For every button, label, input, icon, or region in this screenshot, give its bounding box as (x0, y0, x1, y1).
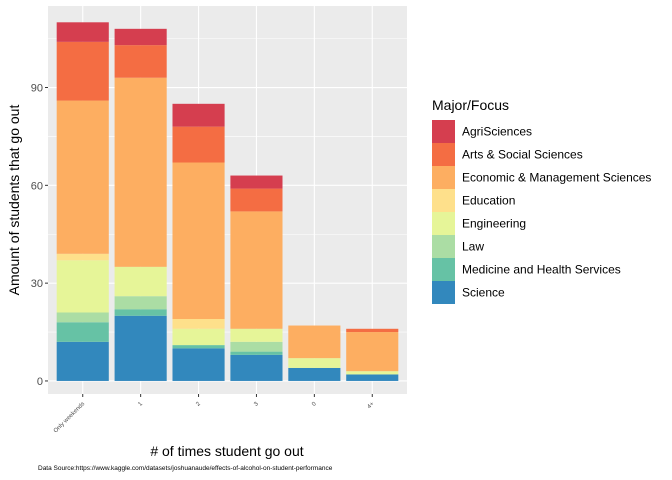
bar-segment (172, 319, 225, 329)
x-tick-label: 3 (253, 401, 260, 408)
bar-segment (114, 266, 167, 297)
y-axis-title: Amount of students that go out (6, 105, 22, 296)
y-tick-label: 90 (31, 83, 43, 95)
legend: Major/Focus AgriSciences Arts & Social Sc… (432, 97, 651, 304)
bar-segment (230, 211, 283, 329)
y-tick-label: 0 (37, 376, 43, 388)
bar-segment (172, 328, 225, 346)
bar-segment (114, 28, 167, 46)
legend-key (432, 235, 455, 258)
bar-segment (56, 322, 109, 342)
legend-key (432, 212, 455, 235)
bar-segment (288, 358, 341, 368)
bar-segment (56, 260, 109, 313)
bar-segment (114, 45, 167, 78)
bar-segment (230, 341, 283, 352)
x-tick-label: 1 (137, 401, 144, 408)
y-axis: 0 30 60 90 (31, 83, 48, 388)
bar-segment (56, 341, 109, 381)
legend-label: Law (462, 240, 484, 254)
x-tick-label: Only weekends (53, 401, 86, 434)
bar-segment (114, 315, 167, 381)
x-axis: Only weekends 1 2 3 0 4+ (53, 394, 376, 434)
bar-segment (288, 325, 341, 359)
bar-segment (172, 348, 225, 381)
bar-segment (114, 296, 167, 310)
bar-segment (56, 41, 109, 101)
bar-segment (230, 188, 283, 212)
bar-segment (346, 371, 399, 375)
bar-segment (230, 351, 283, 355)
legend-key (432, 281, 455, 304)
bar-segment (172, 126, 225, 163)
legend-label: Science (462, 286, 505, 300)
bar-segment (230, 175, 283, 189)
legend-label: Arts & Social Sciences (462, 148, 583, 162)
bar-segment (114, 77, 167, 267)
bar-segment (56, 312, 109, 323)
legend-key (432, 166, 455, 189)
bar-segment (56, 22, 109, 42)
y-tick-label: 60 (31, 180, 43, 192)
y-tick-label: 30 (31, 278, 43, 290)
legend-label: Engineering (462, 217, 526, 231)
x-tick-label: 4+ (367, 401, 376, 410)
bar-segment (346, 332, 399, 372)
bar-segment (346, 374, 399, 381)
bar-segment (172, 162, 225, 320)
data-source-caption: Data Source:https://www.kaggle.com/datas… (38, 465, 333, 472)
bar-segment (230, 354, 283, 381)
bar-segment (288, 367, 341, 381)
legend-key (432, 258, 455, 281)
bar-segment (172, 103, 225, 127)
legend-label: Medicine and Health Services (462, 263, 621, 277)
bar-segment (114, 309, 167, 316)
legend-title: Major/Focus (432, 97, 509, 113)
bars (56, 22, 399, 381)
legend-key (432, 189, 455, 212)
legend-key (432, 120, 455, 143)
x-axis-title: # of times student go out (150, 443, 303, 459)
bar-segment (56, 100, 109, 254)
x-tick-label: 0 (311, 401, 318, 408)
legend-label: AgriSciences (462, 125, 532, 139)
x-tick-label: 2 (195, 401, 202, 408)
legend-label: Economic & Management Sciences (462, 171, 651, 185)
bar-segment (172, 345, 225, 349)
bar-segment (56, 253, 109, 261)
legend-label: Education (462, 194, 515, 208)
bar-segment (346, 328, 399, 333)
bar-segment (230, 328, 283, 342)
legend-key (432, 143, 455, 166)
